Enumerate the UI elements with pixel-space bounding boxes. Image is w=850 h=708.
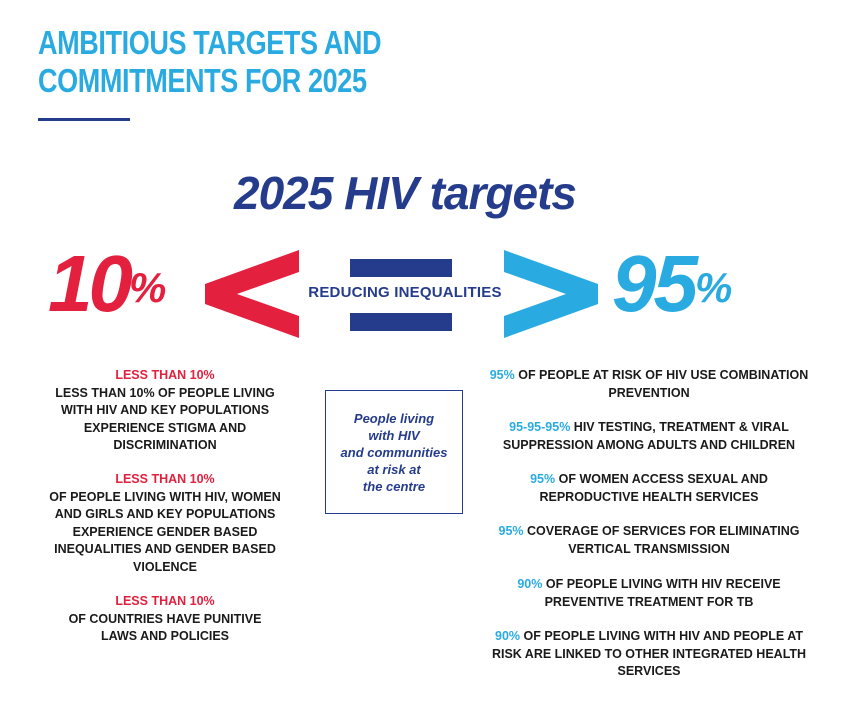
page-heading: AMBITIOUS TARGETS AND COMMITMENTS FOR 20… bbox=[38, 24, 382, 100]
ten-percent-number: 10 bbox=[48, 239, 133, 328]
right-target-2-highlight: 95-95-95% bbox=[509, 420, 571, 434]
right-target-1-text: OF PEOPLE AT RISK OF HIV USE COMBINATION… bbox=[518, 368, 809, 400]
people-at-centre-box: People living with HIV and communities a… bbox=[325, 390, 463, 514]
ten-percent-unit: % bbox=[128, 264, 166, 311]
centre-line-2: with HIV bbox=[368, 427, 420, 443]
ten-percent-figure: 10% bbox=[48, 244, 166, 324]
left-target-3-text: OF COUNTRIES HAVE PUNITIVE LAWS AND POLI… bbox=[68, 611, 262, 644]
left-target-1-highlight: LESS THAN 10% bbox=[115, 368, 215, 382]
targets-title: 2025 HIV targets bbox=[234, 167, 577, 219]
right-target-2: 95-95-95% HIV TESTING, TREATMENT & VIRAL… bbox=[488, 419, 810, 454]
right-target-2-text: HIV TESTING, TREATMENT & VIRAL SUPPRESSI… bbox=[502, 420, 796, 452]
right-target-3-text: OF WOMEN ACCESS SEXUAL AND REPRODUCTIVE … bbox=[539, 472, 768, 504]
right-target-5-text: OF PEOPLE LIVING WITH HIV RECEIVE PREVEN… bbox=[544, 577, 781, 609]
ninety-five-percent-figure: 95% bbox=[612, 244, 732, 324]
centre-line-4: at risk at bbox=[367, 461, 421, 477]
right-target-6-text: OF PEOPLE LIVING WITH HIV AND PEOPLE AT … bbox=[491, 629, 807, 678]
right-target-3-highlight: 95% bbox=[530, 472, 556, 486]
right-target-3: 95% OF WOMEN ACCESS SEXUAL AND REPRODUCT… bbox=[488, 471, 810, 506]
right-target-6: 90% OF PEOPLE LIVING WITH HIV AND PEOPLE… bbox=[488, 628, 810, 681]
right-target-1-highlight: 95% bbox=[489, 368, 515, 382]
right-target-6-highlight: 90% bbox=[495, 629, 521, 643]
ninety-five-number: 95 bbox=[612, 239, 698, 328]
equals-icon bbox=[350, 259, 452, 331]
centre-line-3: and communities bbox=[340, 444, 448, 460]
less-than-icon bbox=[205, 250, 299, 338]
left-target-2: LESS THAN 10% OF PEOPLE LIVING WITH HIV,… bbox=[40, 471, 290, 576]
centre-line-5: the centre bbox=[362, 478, 426, 494]
heading-line-2: COMMITMENTS FOR 2025 bbox=[38, 62, 367, 99]
heading-underline bbox=[38, 118, 130, 121]
reducing-inequalities-label: REDUCING INEQUALITIES bbox=[293, 279, 517, 306]
right-target-4-highlight: 95% bbox=[498, 524, 524, 538]
ninety-five-unit: % bbox=[694, 264, 732, 311]
right-target-1: 95% OF PEOPLE AT RISK OF HIV USE COMBINA… bbox=[488, 367, 810, 402]
left-target-2-text: OF PEOPLE LIVING WITH HIV, WOMEN AND GIR… bbox=[49, 489, 281, 574]
right-target-4: 95% COVERAGE OF SERVICES FOR ELIMINATING… bbox=[488, 523, 810, 558]
people-at-centre-text: People living with HIV and communities a… bbox=[336, 410, 452, 495]
right-target-4-text: COVERAGE OF SERVICES FOR ELIMINATING VER… bbox=[527, 524, 800, 556]
left-target-2-highlight: LESS THAN 10% bbox=[115, 472, 215, 486]
heading-line-1: AMBITIOUS TARGETS AND bbox=[38, 24, 382, 61]
right-target-5: 90% OF PEOPLE LIVING WITH HIV RECEIVE PR… bbox=[488, 576, 810, 611]
right-target-5-highlight: 90% bbox=[517, 577, 543, 591]
left-target-1: LESS THAN 10% LESS THAN 10% OF PEOPLE LI… bbox=[40, 367, 290, 455]
greater-than-icon bbox=[504, 250, 598, 338]
left-target-3: LESS THAN 10% OF COUNTRIES HAVE PUNITIVE… bbox=[40, 593, 290, 646]
left-target-3-highlight: LESS THAN 10% bbox=[115, 594, 215, 608]
left-target-1-text: LESS THAN 10% OF PEOPLE LIVING WITH HIV … bbox=[55, 385, 275, 453]
centre-line-1: People living bbox=[353, 410, 435, 426]
